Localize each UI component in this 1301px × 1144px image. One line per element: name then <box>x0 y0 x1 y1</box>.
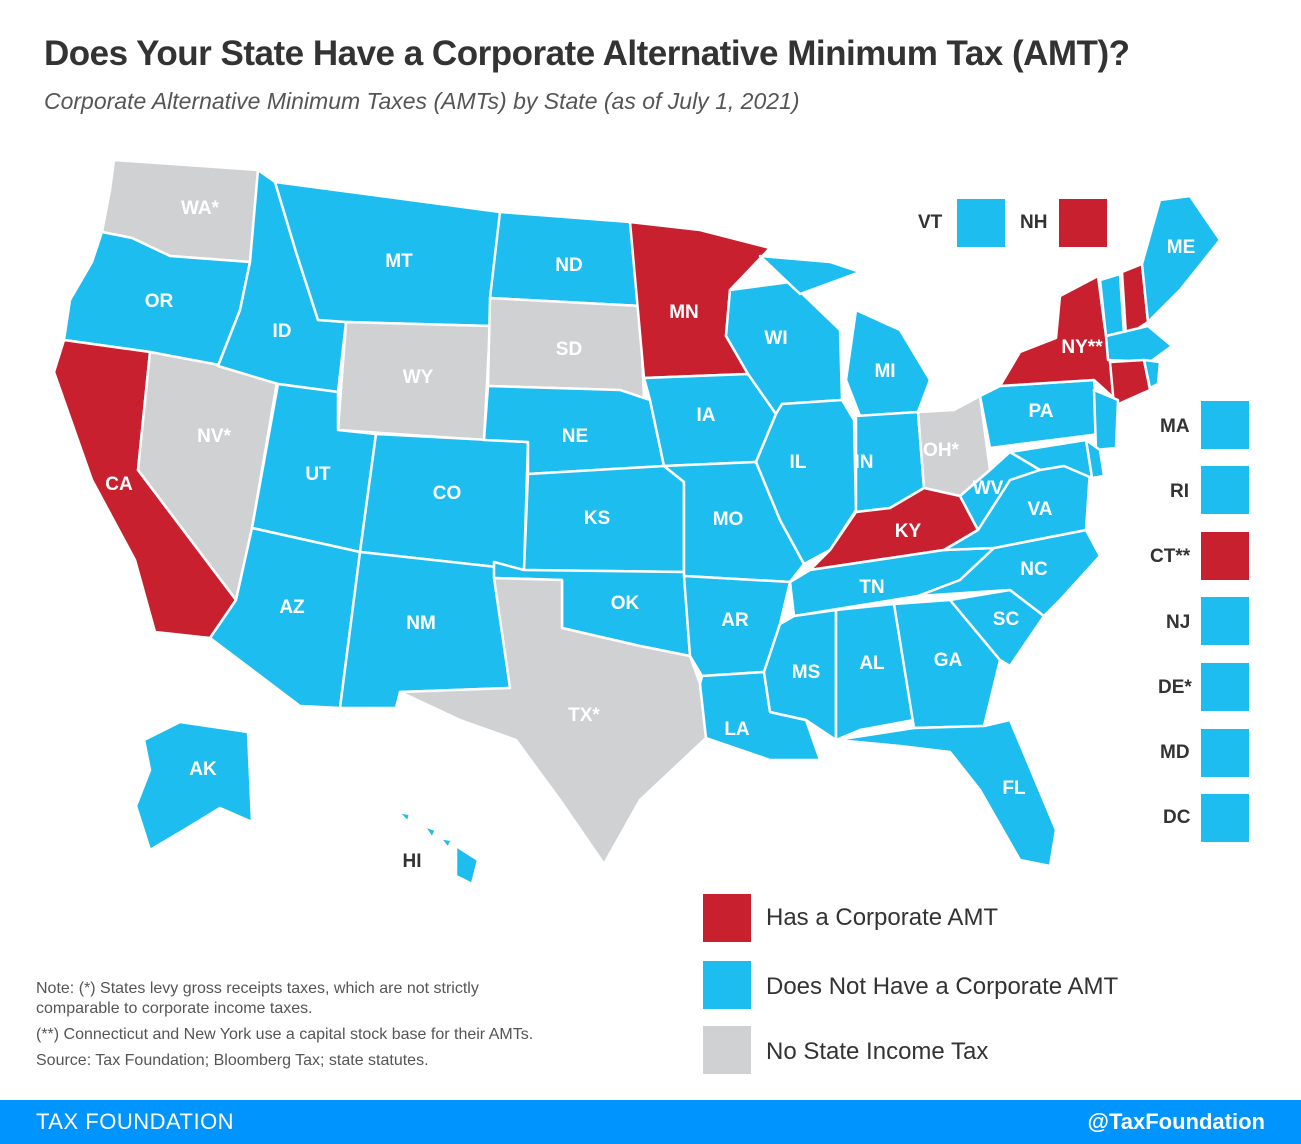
callout-label-NJ: NJ <box>1166 612 1191 633</box>
callout-box-MA <box>1201 401 1249 449</box>
state-MA-map <box>1104 324 1174 364</box>
state-ME <box>1140 194 1222 324</box>
state-label-WV: WV <box>973 478 1004 499</box>
state-label-UT: UT <box>305 464 331 485</box>
state-label-OK: OK <box>611 593 640 614</box>
callout-label-RI: RI <box>1170 481 1189 502</box>
state-label-MI: MI <box>874 361 895 382</box>
state-AK <box>134 720 254 852</box>
state-label-NV: NV* <box>197 426 231 447</box>
state-MD-map <box>1008 438 1094 480</box>
callout-label-NH: NH <box>1020 212 1048 233</box>
state-label-AK: AK <box>189 759 217 780</box>
callout-label-MA: MA <box>1160 416 1190 437</box>
state-label-OR: OR <box>145 291 174 312</box>
state-labels: WA* OR CA NV* ID MT WY UT CO AZ NM ND SD NE KS OK TX* MN I… <box>105 198 1195 872</box>
callout-box-CT <box>1201 532 1249 580</box>
state-label-AR: AR <box>721 610 749 631</box>
callout-box-NH <box>1059 199 1107 247</box>
callout-box-DE <box>1201 663 1249 711</box>
callout-box-RI <box>1201 466 1249 514</box>
state-HI <box>396 810 480 886</box>
state-label-WA: WA* <box>181 198 220 219</box>
callout-label-MD: MD <box>1160 742 1190 763</box>
state-GA <box>892 598 1002 730</box>
state-label-NC: NC <box>1020 559 1048 580</box>
state-label-VA: VA <box>1028 499 1053 520</box>
state-label-MN: MN <box>669 302 699 323</box>
state-label-WI: WI <box>764 328 787 349</box>
callout-box-NJ <box>1201 597 1249 645</box>
callout-box-DC <box>1201 794 1249 842</box>
callout-label-CT: CT** <box>1150 546 1191 567</box>
state-label-NM: NM <box>406 613 436 634</box>
callout-label-VT: VT <box>918 212 943 233</box>
state-label-ND: ND <box>555 255 582 276</box>
state-label-LA: LA <box>724 719 750 740</box>
state-label-TN: TN <box>859 577 884 598</box>
state-NJ-map <box>1092 388 1120 452</box>
state-label-ID: ID <box>273 321 292 342</box>
page-subtitle: Corporate Alternative Minimum Taxes (AMT… <box>44 88 800 114</box>
state-label-GA: GA <box>934 650 963 671</box>
state-label-KS: KS <box>584 508 610 529</box>
state-CT-map <box>1108 358 1152 408</box>
us-map: WA* OR CA NV* ID MT WY UT CO AZ NM ND SD NE KS OK TX* MN I… <box>52 158 1222 886</box>
state-label-ME: ME <box>1167 237 1196 258</box>
state-NC <box>916 528 1102 618</box>
state-label-CO: CO <box>433 483 462 504</box>
state-label-SD: SD <box>556 339 582 360</box>
note-capital-stock: (**) Connecticut and New York use a capi… <box>36 1026 534 1043</box>
legend-label-no-amt: Does Not Have a Corporate AMT <box>766 973 1119 1000</box>
note-gross-receipts: Note: (*) States levy gross receipts tax… <box>36 980 479 1017</box>
state-RI-map <box>1142 358 1162 390</box>
state-label-IN: IN <box>855 452 874 473</box>
state-label-MS: MS <box>792 662 821 683</box>
state-label-HI: HI <box>403 851 422 872</box>
state-label-CA: CA <box>105 474 133 495</box>
callout-label-DC: DC <box>1163 807 1191 828</box>
footer-brand: TAX FOUNDATION <box>36 1109 235 1134</box>
state-label-MT: MT <box>385 251 413 272</box>
state-label-NE: NE <box>562 426 588 447</box>
legend-label-amt: Has a Corporate AMT <box>766 904 999 931</box>
state-label-PA: PA <box>1029 401 1054 422</box>
callout-box-VT <box>957 199 1005 247</box>
legend-swatch-no-amt <box>703 961 751 1009</box>
state-AL <box>834 602 916 742</box>
note-source: Source: Tax Foundation; Bloomberg Tax; s… <box>36 1052 429 1069</box>
state-label-IA: IA <box>697 405 716 426</box>
state-label-AL: AL <box>859 653 885 674</box>
state-label-MO: MO <box>713 509 744 530</box>
state-label-WY: WY <box>403 367 434 388</box>
state-label-KY: KY <box>895 521 922 542</box>
state-NY <box>998 274 1118 402</box>
footer-handle[interactable]: @TaxFoundation <box>1087 1109 1265 1134</box>
state-label-TX: TX* <box>568 705 600 726</box>
footer-bar: TAX FOUNDATION @TaxFoundation <box>0 1100 1301 1144</box>
state-label-AZ: AZ <box>279 597 305 618</box>
callout-label-DE: DE* <box>1158 677 1192 698</box>
state-label-OH: OH* <box>923 440 960 461</box>
state-label-NY: NY** <box>1061 337 1103 358</box>
state-label-SC: SC <box>993 609 1020 630</box>
legend-swatch-amt <box>703 894 751 942</box>
state-label-IL: IL <box>790 452 807 473</box>
state-TX <box>398 576 708 866</box>
state-label-FL: FL <box>1002 778 1026 799</box>
state-FL <box>834 718 1058 868</box>
legend-swatch-no-income-tax <box>703 1026 751 1074</box>
callout-box-MD <box>1201 729 1249 777</box>
page-title: Does Your State Have a Corporate Alterna… <box>44 34 1130 73</box>
legend-label-no-income-tax: No State Income Tax <box>766 1038 989 1065</box>
